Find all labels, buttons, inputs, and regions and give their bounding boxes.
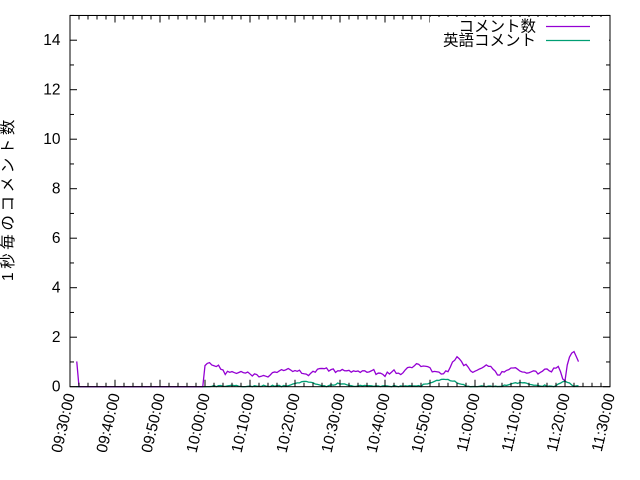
svg-text:14: 14	[43, 32, 61, 49]
svg-text:0: 0	[52, 379, 61, 396]
svg-text:1秒毎のコメント数: 1秒毎のコメント数	[0, 116, 17, 281]
svg-text:4: 4	[52, 280, 61, 297]
svg-text:6: 6	[52, 230, 61, 247]
svg-text:英語コメント: 英語コメント	[443, 32, 536, 50]
svg-text:2: 2	[52, 329, 61, 346]
svg-text:8: 8	[52, 181, 61, 198]
svg-text:12: 12	[43, 82, 60, 99]
svg-text:10: 10	[43, 131, 61, 148]
